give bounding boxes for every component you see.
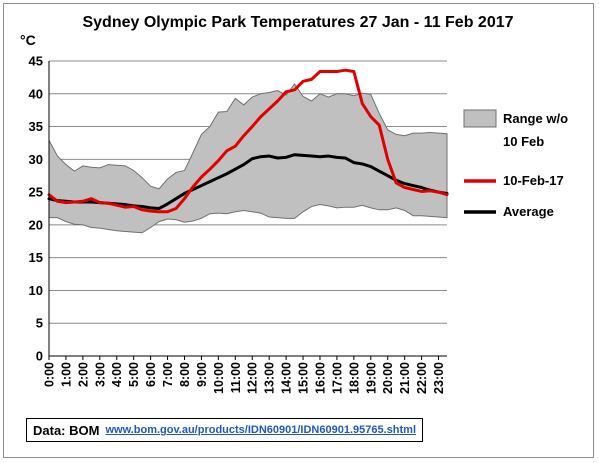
x-tick-label: 19:00 <box>364 362 378 394</box>
legend-label: Average <box>503 204 554 219</box>
series-line-10-feb-17 <box>47 68 449 214</box>
x-tick-label: 3:00 <box>93 362 107 387</box>
x-tick-label: 21:00 <box>398 362 412 394</box>
y-tick-label: 20 <box>29 217 43 232</box>
x-tick-label: 7:00 <box>161 362 175 387</box>
legend-swatch-range <box>463 109 497 128</box>
chart-title: Sydney Olympic Park Temperatures 27 Jan … <box>82 14 513 31</box>
y-tick-label: 35 <box>29 119 43 134</box>
source-note: Data: BOM www.bom.gov.au/products/IDN609… <box>26 418 424 442</box>
x-tick-label: 15:00 <box>297 362 311 394</box>
y-tick-label: 10 <box>29 283 43 298</box>
x-tick-label: 14:00 <box>280 362 294 394</box>
y-tick-label: 25 <box>29 185 43 200</box>
x-tick-label: 23:00 <box>432 362 446 394</box>
x-tick-label: 2:00 <box>76 362 90 387</box>
x-tick-label: 0:00 <box>43 362 57 387</box>
legend-label-range: 10 Feb <box>503 134 544 149</box>
y-tick-label: 5 <box>36 316 43 331</box>
chart-frame <box>3 3 594 458</box>
legend-label: 10-Feb-17 <box>503 173 564 188</box>
x-tick-label: 9:00 <box>195 362 209 387</box>
range-band <box>48 83 448 234</box>
legend: Range w/o 10 Feb 10-Feb-17 Average <box>463 109 568 219</box>
source-link[interactable]: www.bom.gov.au/products/IDN60901/IDN6090… <box>105 424 417 436</box>
y-axis-unit: °C <box>20 32 36 48</box>
y-tick-label: 0 <box>36 349 43 364</box>
x-tick-label: 20:00 <box>381 362 395 394</box>
source-label: Data: BOM <box>33 422 100 438</box>
y-tick-label: 15 <box>29 250 43 265</box>
y-tick-label: 45 <box>29 54 43 69</box>
x-tick-label: 8:00 <box>178 362 192 387</box>
x-tick-label: 4:00 <box>110 362 124 387</box>
x-tick-label: 18:00 <box>347 362 361 394</box>
y-tick-label: 30 <box>29 152 43 167</box>
plot-area: 0 5 10 15 20 25 30 35 40 45 0:00 1:00 2:00 3:00 4:00 5:… <box>29 54 449 394</box>
x-tick-label: 11:00 <box>229 362 243 393</box>
legend-label-range: Range w/o <box>503 111 568 126</box>
x-tick-label: 5:00 <box>127 362 141 387</box>
y-tick-label: 40 <box>29 86 43 101</box>
x-tick-label: 12:00 <box>246 362 260 394</box>
x-tick-label: 13:00 <box>263 362 277 394</box>
x-tick-label: 10:00 <box>212 362 226 394</box>
x-tick-label: 22:00 <box>415 362 429 394</box>
x-tick-label: 17:00 <box>330 362 344 394</box>
x-tick-label: 1:00 <box>59 362 73 387</box>
x-tick-label: 16:00 <box>313 362 327 394</box>
x-tick-label: 6:00 <box>144 362 158 387</box>
